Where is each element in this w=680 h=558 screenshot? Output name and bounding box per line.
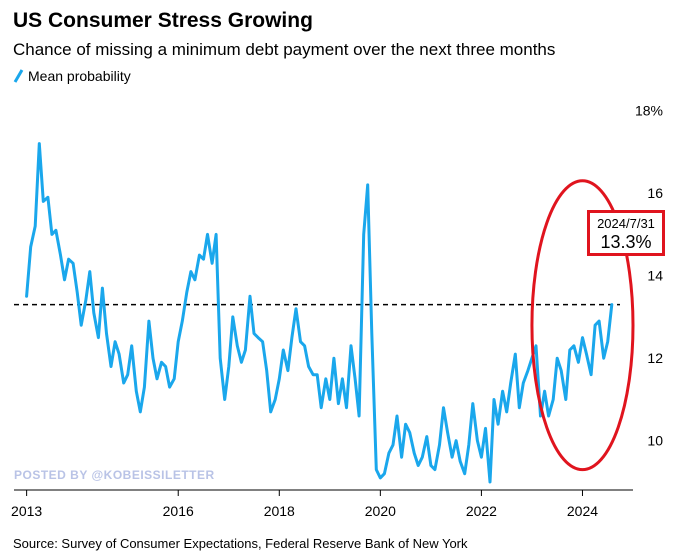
x-tick-label: 2018	[264, 503, 295, 519]
y-tick-label: 14	[647, 268, 663, 284]
x-tick-label: 2016	[163, 503, 194, 519]
x-axis: 2013 2016 2018 2020 2022 2024	[11, 490, 598, 519]
callout-date: 2024/7/31	[597, 216, 655, 231]
x-tick-label: 2013	[11, 503, 42, 519]
source-note: Source: Survey of Consumer Expectations,…	[13, 536, 468, 551]
y-tick-label: 10	[647, 433, 663, 449]
chart-title: US Consumer Stress Growing	[13, 9, 313, 32]
x-tick-label: 2020	[365, 503, 396, 519]
x-tick-label: 2022	[466, 503, 497, 519]
latest-value-callout: 2024/7/31 13.3%	[587, 210, 665, 256]
chart-subtitle: Chance of missing a minimum debt payment…	[13, 40, 556, 59]
y-tick-label: 16	[647, 185, 663, 201]
legend-label: Mean probability	[28, 68, 131, 84]
y-tick-label: 18%	[635, 103, 663, 119]
highlight-ellipse	[530, 179, 635, 472]
legend: Mean probability	[13, 68, 131, 84]
y-tick-label: 12	[647, 350, 663, 366]
x-tick-label: 2024	[567, 503, 598, 519]
callout-value: 13.3%	[600, 232, 652, 252]
y-axis: 10 12 14 16 18%	[635, 103, 663, 449]
watermark: POSTED BY @KOBEISSILETTER	[14, 468, 215, 482]
series-line-mean-probability	[25, 142, 614, 484]
